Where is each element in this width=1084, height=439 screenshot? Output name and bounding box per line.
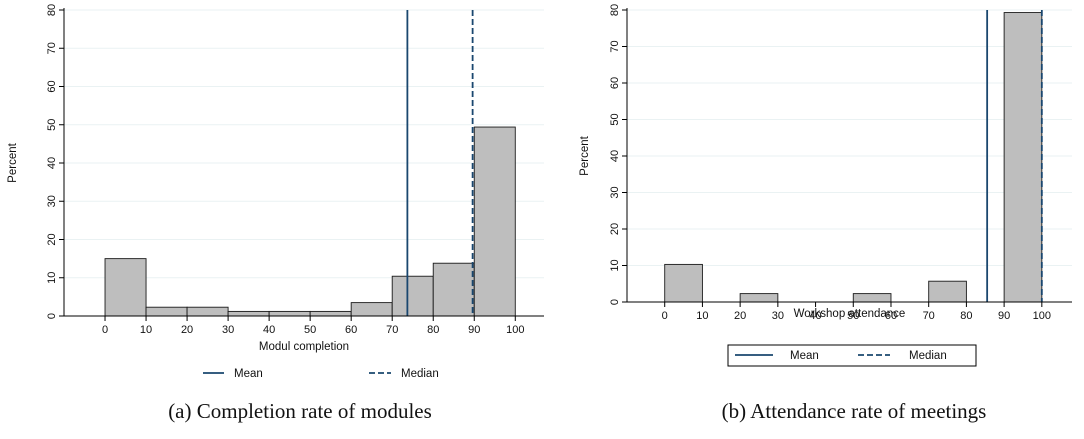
y-tick-label: 50: [609, 113, 621, 125]
x-tick-label: 70: [386, 324, 398, 336]
x-tick-label: 10: [696, 310, 708, 322]
histogram-bar: [928, 280, 967, 303]
legend-median-label: Median: [909, 350, 947, 362]
x-axis-title: Modul completion: [259, 341, 349, 353]
x-tick-label: 80: [427, 324, 439, 336]
y-tick-label: 70: [46, 42, 58, 54]
histogram-bar: [852, 293, 892, 303]
y-tick-label: 60: [46, 80, 58, 92]
x-tick-label: 60: [345, 324, 357, 336]
legend: Mean Median: [203, 368, 439, 380]
figure-caption: (a) Completion rate of modules: [168, 399, 432, 423]
histogram-bar: [664, 263, 703, 303]
legend-mean-label: Mean: [234, 368, 263, 380]
x-tick-label: 50: [847, 310, 859, 322]
x-tick-label: 40: [263, 324, 275, 336]
histogram-bar: [350, 302, 393, 317]
x-tick-label: 60: [885, 310, 897, 322]
x-tick-label: 20: [734, 310, 746, 322]
histogram-bar: [739, 293, 779, 303]
x-tick-label: 50: [304, 324, 316, 336]
x-tick-label: 0: [102, 324, 108, 336]
histogram-bar: [391, 275, 434, 317]
histogram-bar: [432, 262, 475, 317]
y-tick-label: 80: [609, 4, 621, 16]
x-axis-title: Workshop attendance: [794, 308, 906, 320]
histogram-bar: [227, 310, 270, 317]
x-tick-label: 90: [998, 310, 1010, 322]
legend-median-label: Median: [401, 368, 439, 380]
histogram-bar: [145, 306, 188, 317]
y-axis-title: Percent: [579, 135, 591, 175]
y-tick-label: 20: [609, 223, 621, 235]
x-tick-label: 70: [923, 310, 935, 322]
x-tick-label: 100: [506, 324, 524, 336]
x-tick-label: 90: [468, 324, 480, 336]
x-tick-label: 10: [140, 324, 152, 336]
y-tick-label: 0: [609, 299, 621, 305]
x-tick-label: 30: [222, 324, 234, 336]
x-tick-label: 30: [772, 310, 784, 322]
x-tick-label: 80: [960, 310, 972, 322]
y-tick-label: 30: [609, 186, 621, 198]
histogram-bar: [186, 306, 229, 317]
y-axis-title: Percent: [7, 142, 19, 182]
y-tick-label: 0: [46, 313, 58, 319]
y-tick-label: 50: [46, 119, 58, 131]
legend-mean-label: Mean: [790, 350, 819, 362]
y-tick-label: 40: [609, 150, 621, 162]
histogram-bar: [104, 258, 147, 317]
chart-panel-a: 0 10 20 30 40 50 60 70 80 0 10 20 30 40 50 60 70 80 90 100 P…: [7, 4, 544, 423]
histogram-bar: [268, 310, 311, 317]
y-tick-label: 70: [609, 40, 621, 52]
histogram-bar: [1003, 12, 1043, 303]
y-tick-label: 80: [46, 4, 58, 16]
y-tick-label: 10: [46, 272, 58, 284]
x-tick-label: 20: [181, 324, 193, 336]
x-tick-label: 40: [809, 310, 821, 322]
y-tick-label: 40: [46, 157, 58, 169]
x-tick-label: 100: [1033, 310, 1051, 322]
y-tick-label: 20: [46, 233, 58, 245]
y-tick-label: 10: [609, 259, 621, 271]
histogram-bar: [473, 126, 516, 317]
y-tick-label: 30: [46, 195, 58, 207]
legend: Mean Median: [727, 344, 977, 367]
histogram-bar: [309, 310, 352, 317]
chart-panel-b: 0 10 20 30 40 50 60 70 80 0 10 20 30 40 50 60 70 80 90 100 P…: [579, 4, 1072, 423]
figure-caption: (b) Attendance rate of meetings: [722, 399, 987, 423]
x-tick-label: 0: [662, 310, 668, 322]
legend-box: [727, 344, 977, 367]
y-tick-label: 60: [609, 77, 621, 89]
